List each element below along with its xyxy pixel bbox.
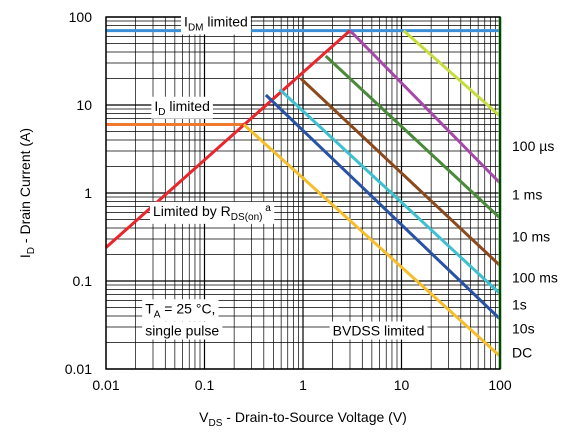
annotation: Limited by RDS(on) a (149, 201, 275, 224)
annotation-background (149, 201, 275, 224)
x-tick-label: 0.01 (92, 377, 119, 393)
curve-label: 1s (512, 297, 527, 313)
annotation-background (329, 321, 428, 340)
annotation: BVDSS limited (329, 321, 428, 340)
y-tick-label: 1 (84, 185, 92, 201)
x-tick-label: 1 (299, 377, 307, 393)
curve-label: 10s (512, 320, 535, 336)
annotation-text: single pulse (145, 323, 219, 339)
annotation-text: IDM limited (184, 13, 248, 33)
x-tick-label: 100 (488, 377, 512, 393)
annotation-background (142, 299, 219, 322)
series-dc (242, 123, 502, 358)
annotation-text: Limited by RDS(on) a (153, 203, 271, 223)
curve-label: 1 ms (512, 187, 542, 203)
y-tick-label: 0.01 (65, 361, 92, 377)
plot-frame (105, 16, 501, 370)
series-100-s (402, 29, 501, 118)
series-limited-by-rds-on (105, 29, 351, 249)
x-tick-label: 10 (394, 377, 410, 393)
series-1s (278, 88, 502, 295)
x-axis-label: VDS - Drain-to-Source Voltage (V) (199, 409, 407, 429)
y-tick-label: 0.1 (73, 273, 93, 289)
annotation-text: BVDSS limited (333, 323, 425, 339)
series-10-ms (324, 54, 502, 220)
curve-label: DC (512, 344, 532, 360)
series-10s (264, 93, 502, 321)
curve-label: 100 µs (512, 138, 554, 154)
y-tick-labels: 100 10 1 0.1 0.01 (65, 9, 92, 377)
annotation-text: TA = 25 °C, (145, 300, 215, 320)
annotation: TA = 25 °C, (142, 299, 219, 322)
x-tick-labels: 0.01 0.1 1 10 100 (92, 377, 512, 393)
annotation-background (151, 96, 213, 119)
x-tick-label: 0.1 (195, 377, 215, 393)
annotation: IDM limited (181, 12, 251, 35)
annotation-background (181, 12, 251, 35)
series-1-ms (348, 29, 502, 185)
annotation-layer: IDM limited ID limited Limited by RDS(on) … (142, 12, 428, 340)
y-tick-label: 10 (76, 97, 92, 113)
annotation-background (142, 321, 223, 340)
curve-labels: 100 µs 1 ms 10 ms 100 ms 1s 10s DC (512, 138, 558, 360)
curve-label: 10 ms (512, 229, 550, 245)
y-axis-label: ID - Drain Current (A) (17, 128, 37, 258)
curve-label: 100 ms (512, 269, 558, 285)
annotation-text: ID limited (154, 98, 209, 118)
series-100-ms (299, 77, 502, 267)
annotation: single pulse (142, 321, 223, 340)
annotation: ID limited (151, 96, 213, 119)
y-tick-label: 100 (69, 9, 93, 25)
